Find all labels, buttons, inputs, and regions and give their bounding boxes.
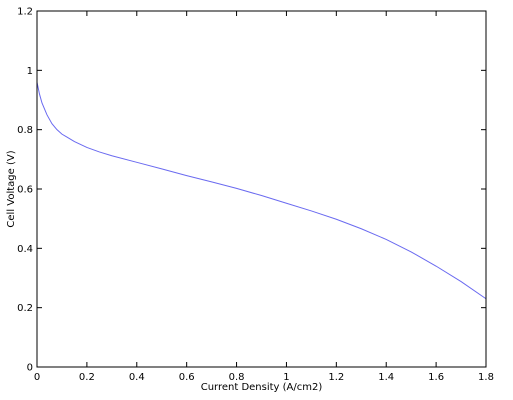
- series-line-0: [36, 82, 487, 300]
- x-tick-label: 1.4: [378, 372, 394, 383]
- series-layer: [36, 82, 487, 300]
- x-tick-label: 0: [34, 372, 40, 383]
- y-tick-label: 0.2: [17, 303, 33, 314]
- plot-frame: [36, 10, 487, 368]
- x-tick-label: 0.8: [229, 372, 245, 383]
- y-tick-label: 1: [27, 66, 33, 77]
- x-tick-label: 1.2: [328, 372, 344, 383]
- y-tick-label: 0.8: [17, 125, 33, 136]
- x-tick-label: 1.6: [428, 372, 444, 383]
- y-axis-label: Cell Voltage (V): [6, 150, 17, 227]
- plot-area: [37, 11, 486, 367]
- y-tick-label: 1.2: [17, 7, 33, 18]
- x-tick-label: 1: [283, 372, 289, 383]
- y-tick-label: 0: [27, 363, 33, 374]
- x-tick-label: 1.8: [478, 372, 494, 383]
- x-tick-label: 0.6: [179, 372, 195, 383]
- y-tick-label: 0.4: [17, 244, 33, 255]
- x-axis-label: Current Density (A/cm2): [201, 382, 323, 393]
- x-tick-label: 0.2: [79, 372, 95, 383]
- y-tick-label: 0.6: [17, 185, 33, 196]
- x-tick-label: 0.4: [129, 372, 145, 383]
